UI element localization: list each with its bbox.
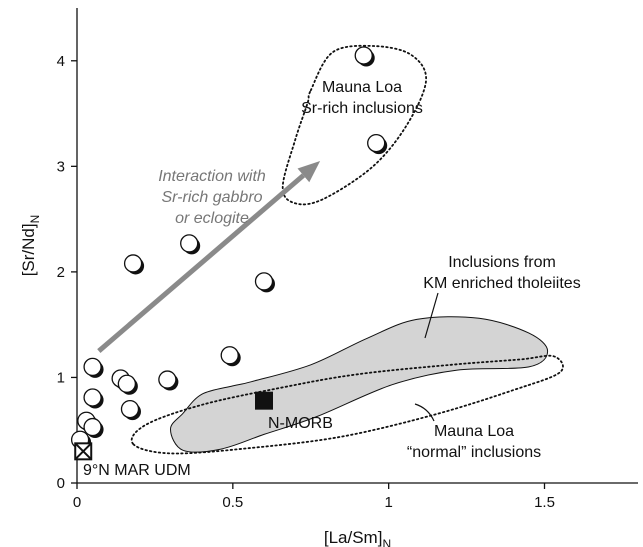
y-tick-label: 4 xyxy=(57,53,65,70)
data-point xyxy=(367,133,388,155)
data-point xyxy=(220,346,241,367)
km-region-label: Inclusions from KM enriched tholeiites xyxy=(423,254,580,292)
km-label-leader xyxy=(424,292,439,339)
y-tick-label: 0 xyxy=(57,475,65,492)
x-axis-title: [La/Sm]N xyxy=(324,528,391,547)
nmorb-label: N-MORB xyxy=(268,415,333,432)
interaction-arrow-head xyxy=(297,161,321,183)
data-point xyxy=(83,388,104,409)
data-point xyxy=(158,370,179,391)
region-normal-inclusions xyxy=(130,354,564,455)
x-tick-label: 1.5 xyxy=(534,494,555,511)
mar-udm-point xyxy=(74,442,93,461)
mar-udm-label: 9°N MAR UDM xyxy=(83,462,191,479)
interaction-arrow-label: Interaction with Sr-rich gabbro or eclogit… xyxy=(158,168,266,227)
n-morb-point xyxy=(255,391,273,410)
data-point xyxy=(180,234,201,255)
normal-label-leader xyxy=(414,403,435,422)
x-tick-label: 0 xyxy=(73,494,81,511)
y-axis-title: [Sr/Nd]N xyxy=(19,215,42,277)
y-tick-label: 2 xyxy=(57,264,65,281)
y-tick-label: 1 xyxy=(57,369,65,386)
arrow-layer xyxy=(97,161,321,353)
region-km-enriched-tholeiites xyxy=(169,316,549,453)
data-points xyxy=(70,46,388,461)
normal-region-label: Mauna Loa “normal” inclusions xyxy=(407,423,541,461)
interaction-arrow-shaft xyxy=(97,173,306,353)
y-axis-title-main: [Sr/Nd] xyxy=(19,223,38,276)
x-axis-title-main: [La/Sm] xyxy=(324,528,383,547)
y-axis-title-subscript: N xyxy=(28,215,42,224)
region-labels: Mauna Loa Sr-rich inclusions Inclusions fr… xyxy=(158,79,581,461)
data-point xyxy=(83,357,104,378)
x-tick-label: 0.5 xyxy=(222,494,243,511)
x-ticks: 0 0.5 1 1.5 xyxy=(73,483,555,511)
x-axis-title-subscript: N xyxy=(382,537,391,547)
y-ticks: 0 1 2 3 4 xyxy=(57,53,77,492)
data-point xyxy=(120,399,141,421)
y-tick-label: 3 xyxy=(57,158,65,175)
data-point xyxy=(83,417,104,439)
data-point xyxy=(123,254,145,275)
data-point xyxy=(254,272,275,293)
data-point xyxy=(354,46,375,67)
sr-rich-region-label: Mauna Loa Sr-rich inclusions xyxy=(301,79,423,117)
region-layer xyxy=(130,44,564,455)
region-sr-rich-inclusions xyxy=(281,44,428,206)
data-point xyxy=(117,374,138,395)
x-tick-label: 1 xyxy=(384,494,392,511)
